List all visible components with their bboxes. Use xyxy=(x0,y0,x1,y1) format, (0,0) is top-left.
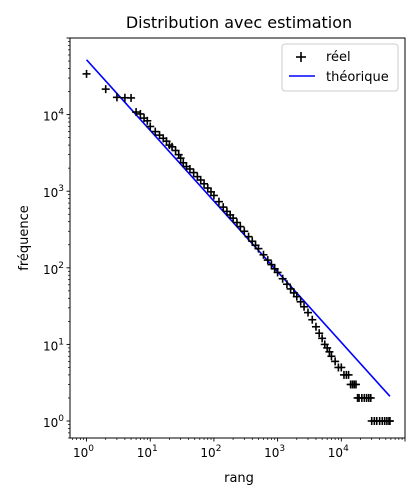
data-point xyxy=(311,322,320,331)
x-tick-exponent: 0 xyxy=(88,444,94,454)
data-point xyxy=(176,154,185,163)
theory-line-layer xyxy=(85,59,391,397)
data-point xyxy=(136,109,145,118)
legend-marker-reel xyxy=(296,52,306,62)
data-point xyxy=(366,393,375,402)
data-point xyxy=(219,203,228,212)
x-tick-base: 10 xyxy=(137,446,152,460)
x-axis-label: rang xyxy=(224,471,254,486)
y-tick-exponent: 2 xyxy=(58,261,64,271)
y-tick-label: 102 xyxy=(43,261,64,277)
data-point xyxy=(185,164,194,173)
data-points-layer xyxy=(82,69,394,426)
y-tick-exponent: 4 xyxy=(58,108,64,118)
x-tick-base: 10 xyxy=(73,446,88,460)
y-tick-label: 104 xyxy=(43,108,64,124)
data-point xyxy=(308,315,317,324)
x-tick-label: 100 xyxy=(73,444,94,460)
theory-line xyxy=(85,59,391,397)
data-point xyxy=(82,69,91,78)
y-tick-label: 103 xyxy=(43,184,64,200)
data-point xyxy=(232,218,241,227)
data-point xyxy=(263,256,272,265)
legend-label-theorique: théorique xyxy=(326,70,389,85)
data-point xyxy=(254,244,263,253)
x-tick-label: 102 xyxy=(200,444,221,460)
data-point xyxy=(112,93,121,102)
data-point xyxy=(282,280,291,289)
data-point xyxy=(171,146,180,155)
y-tick-base: 10 xyxy=(43,186,58,200)
x-tick-base: 10 xyxy=(328,446,343,460)
y-tick-base: 10 xyxy=(43,339,58,353)
data-point xyxy=(325,347,334,356)
data-point xyxy=(337,363,346,372)
data-point xyxy=(151,127,160,136)
x-tick-label: 101 xyxy=(137,444,158,460)
y-axis-label: fréquence xyxy=(17,205,32,271)
data-point xyxy=(101,85,110,94)
x-tick-base: 10 xyxy=(264,446,279,460)
y-tick-label: 101 xyxy=(43,337,64,353)
y-tick-exponent: 1 xyxy=(58,337,64,347)
y-tick-base: 10 xyxy=(43,263,58,277)
chart-title: Distribution avec estimation xyxy=(126,13,352,32)
data-point xyxy=(200,179,209,188)
data-point xyxy=(132,108,141,117)
y-tick-exponent: 3 xyxy=(58,184,64,194)
x-tick-exponent: 3 xyxy=(279,444,285,454)
data-point xyxy=(209,191,218,200)
x-tick-label: 104 xyxy=(328,444,349,460)
data-point xyxy=(127,93,136,102)
data-point xyxy=(229,214,238,223)
data-point xyxy=(292,292,301,301)
data-point xyxy=(296,297,305,306)
y-tick-base: 10 xyxy=(43,110,58,124)
data-point xyxy=(300,302,309,311)
data-point xyxy=(189,168,198,177)
data-point xyxy=(304,308,313,317)
data-point xyxy=(244,232,253,241)
data-point xyxy=(240,227,249,236)
y-tick-base: 10 xyxy=(43,416,58,430)
x-tick-exponent: 1 xyxy=(152,444,158,454)
data-point xyxy=(259,250,268,259)
data-point xyxy=(146,122,155,131)
data-point xyxy=(351,380,360,389)
x-tick-exponent: 4 xyxy=(343,444,349,454)
data-point xyxy=(267,260,276,269)
x-tick-base: 10 xyxy=(200,446,215,460)
data-point xyxy=(236,222,245,231)
data-point xyxy=(315,329,324,338)
y-tick-exponent: 0 xyxy=(58,414,64,424)
data-point xyxy=(318,334,327,343)
data-point xyxy=(214,197,223,206)
data-point xyxy=(143,116,152,125)
data-point xyxy=(344,370,353,379)
data-point xyxy=(385,417,394,426)
x-tick-label: 103 xyxy=(264,444,285,460)
legend-label-reel: réel xyxy=(326,50,351,65)
data-point xyxy=(168,142,177,151)
data-point xyxy=(273,268,282,277)
y-tick-label: 100 xyxy=(43,414,64,430)
legend: réel théorique xyxy=(281,43,399,92)
x-tick-exponent: 2 xyxy=(216,444,222,454)
data-point xyxy=(331,357,340,366)
data-point xyxy=(327,352,336,361)
legend-box xyxy=(281,43,399,92)
plot-frame xyxy=(69,37,406,439)
data-point xyxy=(278,274,287,283)
